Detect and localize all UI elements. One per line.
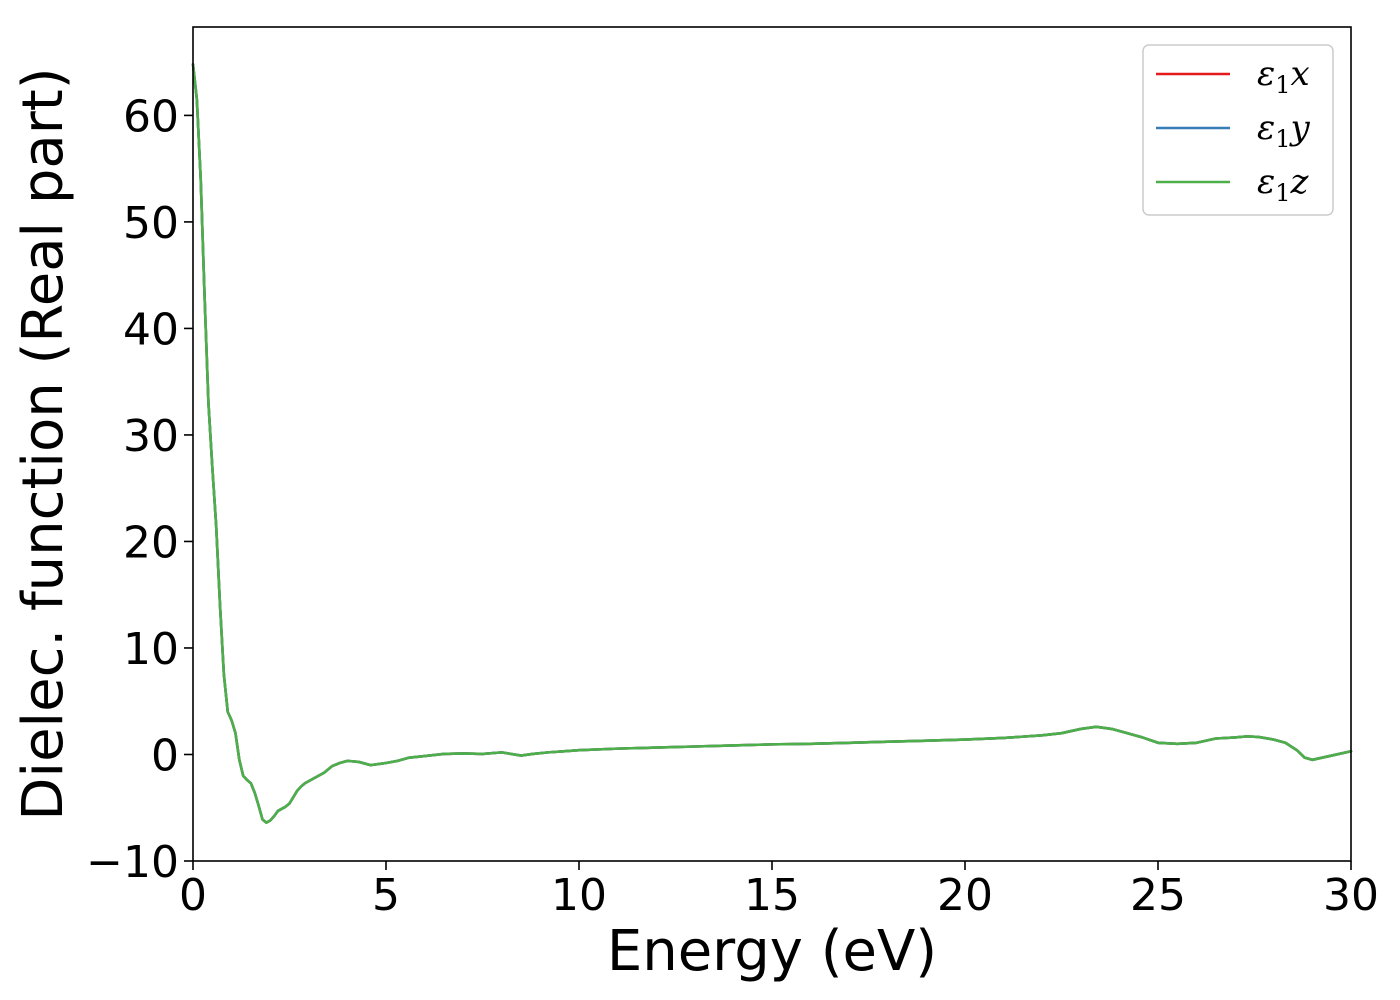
x-tick-label: 0 xyxy=(179,870,207,921)
x-tick-label: 25 xyxy=(1130,870,1186,921)
y-tick-label: −10 xyxy=(86,837,179,888)
legend-label-2: ε1z xyxy=(1257,162,1310,207)
series-line-2 xyxy=(191,62,1353,824)
x-axis-label: Energy (eV) xyxy=(607,919,937,984)
legend: ε1x ε1y ε1z xyxy=(1142,44,1334,216)
y-tick-label: 0 xyxy=(151,730,179,781)
x-tick-label: 30 xyxy=(1323,870,1379,921)
legend-label-0: ε1x xyxy=(1257,54,1310,99)
y-axis-label: Dielec. function (Real part) xyxy=(11,67,76,820)
y-tick-label: 50 xyxy=(123,198,179,249)
series-layer xyxy=(191,62,1353,824)
y-tick-label: 20 xyxy=(123,517,179,568)
y-tick-label: 60 xyxy=(123,91,179,142)
x-tick-label: 20 xyxy=(937,870,993,921)
y-axis: −10 0 10 20 30 40 50 60 xyxy=(86,91,193,888)
y-tick-label: 40 xyxy=(123,304,179,355)
y-tick-label: 10 xyxy=(123,624,179,675)
x-tick-label: 10 xyxy=(551,870,607,921)
x-axis: 0 5 10 15 20 25 30 xyxy=(179,861,1379,921)
x-tick-label: 15 xyxy=(744,870,800,921)
y-tick-label: 30 xyxy=(123,411,179,462)
legend-box xyxy=(1142,44,1334,216)
x-tick-label: 5 xyxy=(372,870,400,921)
legend-label-1: ε1y xyxy=(1257,108,1311,153)
